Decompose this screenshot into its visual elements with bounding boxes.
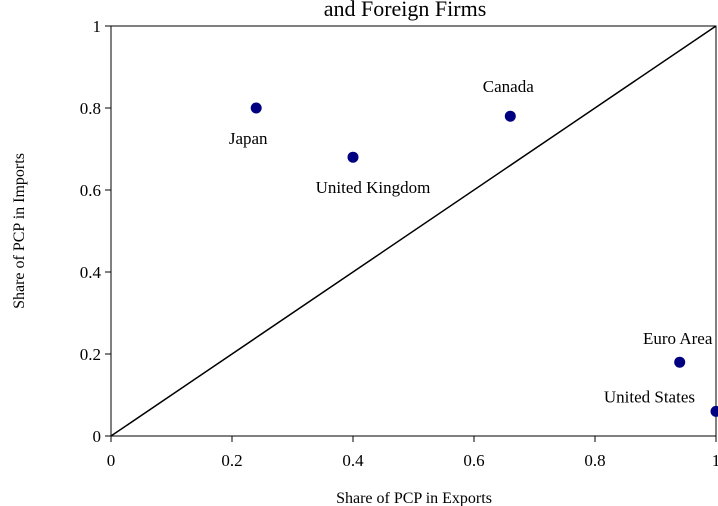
y-tick-label: 0.8 xyxy=(80,99,101,118)
chart-title: and Foreign Firms xyxy=(324,0,487,21)
scatter-point xyxy=(710,405,718,417)
point-label: Euro Area xyxy=(643,329,713,348)
x-tick-label: 0.6 xyxy=(463,451,484,470)
point-label: United Kingdom xyxy=(316,178,431,197)
scatter-point xyxy=(674,356,686,368)
x-tick-label: 0.2 xyxy=(221,451,242,470)
point-label: United States xyxy=(604,387,695,406)
y-axis: 0 0.2 0.4 0.6 0.8 1 xyxy=(80,17,111,446)
x-axis: 0 0.2 0.4 0.6 0.8 1 xyxy=(107,436,718,470)
point-label: Japan xyxy=(229,129,268,148)
y-tick-label: 0.4 xyxy=(80,263,102,282)
scatter-point xyxy=(250,102,262,114)
x-tick-label: 0.4 xyxy=(342,451,364,470)
y-tick-label: 1 xyxy=(93,17,102,36)
data-points: Japan United Kingdom Canada Euro Area United… xyxy=(229,77,718,417)
y-tick-label: 0.2 xyxy=(80,345,101,364)
x-tick-label: 0 xyxy=(107,451,116,470)
x-axis-title: Share of PCP in Exports xyxy=(336,490,492,506)
y-tick-label: 0.6 xyxy=(80,181,101,200)
y-axis-title: Share of PCP in Imports xyxy=(11,153,28,309)
point-label: Canada xyxy=(483,77,534,96)
reference-diagonal-line xyxy=(110,25,717,437)
scatter-point xyxy=(347,151,359,163)
x-tick-label: 1 xyxy=(712,451,718,470)
y-tick-label: 0 xyxy=(93,427,102,446)
scatter-point xyxy=(504,110,516,122)
x-tick-label: 0.8 xyxy=(584,451,605,470)
plot-area-frame xyxy=(110,25,717,437)
